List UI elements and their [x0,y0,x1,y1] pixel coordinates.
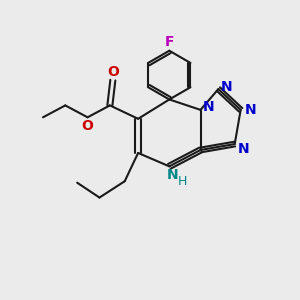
Text: N: N [244,103,256,117]
Text: N: N [203,100,215,115]
Text: N: N [221,80,232,94]
Text: N: N [238,142,249,155]
Text: F: F [165,35,174,49]
Text: H: H [178,175,188,188]
Text: O: O [82,118,94,133]
Text: O: O [107,65,119,79]
Text: N: N [167,168,178,182]
